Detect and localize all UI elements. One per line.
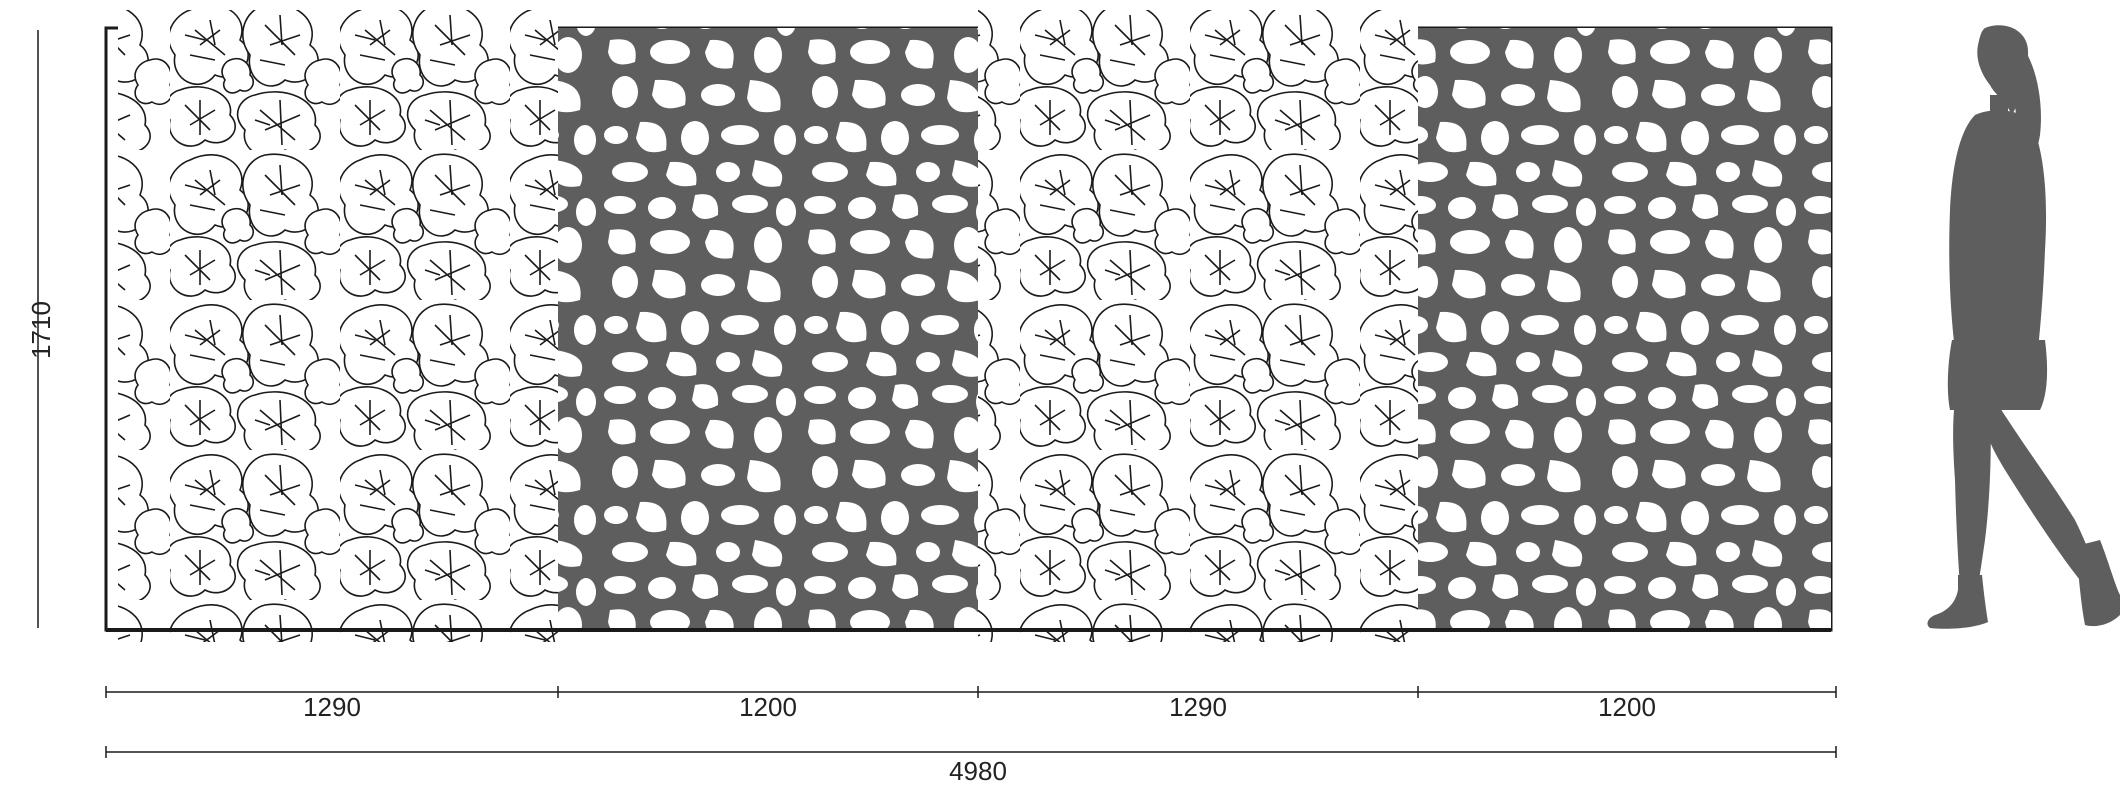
panel-2-pebble bbox=[558, 28, 978, 630]
segment-label-1: 1290 bbox=[303, 692, 361, 722]
segment-label-2: 1200 bbox=[739, 692, 797, 722]
total-dimension: 4980 bbox=[105, 746, 1837, 786]
total-label: 4980 bbox=[949, 756, 1007, 786]
panel-1-leaf bbox=[118, 10, 558, 642]
panel-3-leaf bbox=[978, 10, 1418, 642]
segment-label-4: 1200 bbox=[1598, 692, 1656, 722]
person-silhouette-icon bbox=[1927, 25, 2120, 629]
height-dimension: 1710 bbox=[26, 30, 56, 628]
segment-label-3: 1290 bbox=[1169, 692, 1227, 722]
height-label: 1710 bbox=[26, 301, 56, 359]
segment-dimension-line: 1290 1200 1290 1200 bbox=[105, 686, 1837, 722]
panel-4-pebble bbox=[1418, 28, 1831, 630]
